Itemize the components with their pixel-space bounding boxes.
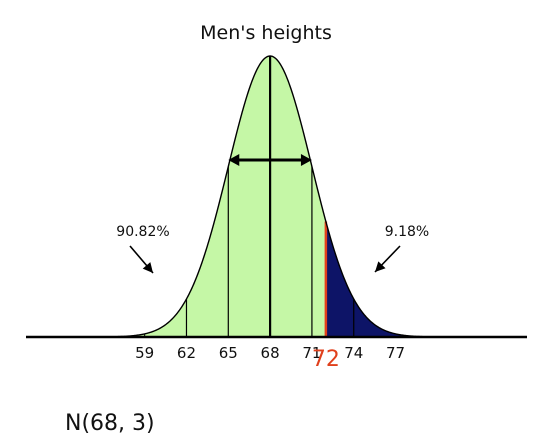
x-tick-label: 74 (344, 344, 363, 362)
x-tick-label: 65 (219, 344, 238, 362)
chart-title: Men's heights (200, 22, 332, 44)
sd-arrow-head-left (228, 154, 240, 166)
sd-arrow-head-right (300, 154, 312, 166)
left-callout-head (142, 262, 153, 273)
distribution-notation: N(68, 3) (65, 411, 155, 436)
right-callout-head (375, 261, 386, 272)
area-above-cutoff (325, 221, 521, 337)
x-tick-label: 62 (177, 344, 196, 362)
x-tick-label: 68 (261, 344, 280, 362)
x-tick-label: 77 (386, 344, 405, 362)
left-percent-label: 90.82% (116, 224, 169, 240)
sd-width-arrow (228, 154, 312, 166)
area-below-cutoff (68, 56, 326, 337)
x-tick-label: 71 (302, 344, 321, 362)
percent-callout-arrows (129, 245, 401, 274)
cutoff-tick-label: 72 (312, 347, 340, 372)
x-axis-ticks: 59 62 65 68 71 74 77 (135, 344, 405, 362)
x-tick-label: 59 (135, 344, 154, 362)
sd-lines (144, 56, 355, 337)
right-percent-label: 9.18% (385, 224, 429, 240)
